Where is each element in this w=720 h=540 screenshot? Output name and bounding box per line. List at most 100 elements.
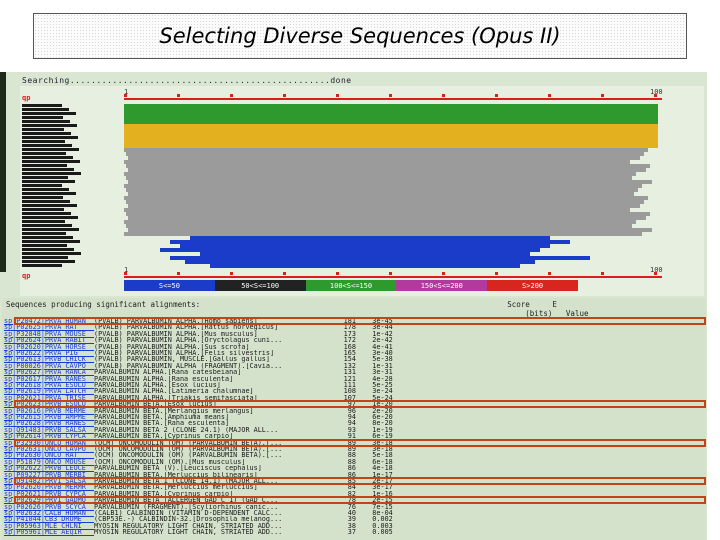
score[interactable]: 108	[331, 388, 356, 396]
hit-bar[interactable]	[124, 195, 648, 200]
hit-bar[interactable]	[124, 219, 636, 224]
hit-sequence-label[interactable]	[22, 240, 80, 243]
accession-link[interactable]: sp|P02630|ONCO_RAT	[4, 452, 95, 460]
score[interactable]: 37	[331, 529, 356, 537]
hit-bar[interactable]	[190, 235, 550, 240]
hit-sequence-label[interactable]	[22, 188, 69, 191]
hit-sequence-label[interactable]	[22, 180, 75, 183]
score[interactable]: 86	[331, 465, 356, 473]
accession-link[interactable]: sp|P02616|PRVB_MERME	[4, 407, 95, 415]
hit-bar[interactable]	[124, 231, 642, 236]
score[interactable]: 165	[331, 350, 356, 357]
hit-sequence-label[interactable]	[22, 208, 64, 211]
hit-sequence-label[interactable]	[22, 160, 80, 163]
score[interactable]: 111	[331, 382, 356, 389]
score[interactable]: 168	[331, 343, 356, 351]
hit-bar[interactable]	[124, 115, 658, 120]
accession-link[interactable]: sp|P02617|PRVA_RANES	[4, 375, 95, 383]
hit-sequence-label[interactable]	[22, 184, 62, 187]
hit-sequence-label[interactable]	[22, 176, 68, 179]
accession-link[interactable]: sp|P32848|PRVA_MOUSE	[4, 330, 95, 338]
score[interactable]: 88	[331, 458, 356, 466]
hit-bar[interactable]	[185, 259, 535, 264]
hit-bar[interactable]	[128, 155, 640, 160]
score[interactable]: 107	[331, 394, 356, 402]
hit-bar[interactable]	[124, 127, 658, 132]
hit-bar[interactable]	[124, 103, 658, 108]
hit-sequence-label[interactable]	[22, 236, 73, 239]
hit-sequence-label[interactable]	[22, 144, 72, 147]
hit-sequence-label[interactable]	[22, 248, 74, 251]
hit-bar[interactable]	[124, 147, 648, 152]
accession-link[interactable]: sp|P02614|PRVB_CYPCA	[4, 433, 95, 441]
score[interactable]: 78	[331, 497, 356, 505]
hit-sequence-label[interactable]	[22, 124, 77, 127]
score[interactable]: 76	[331, 503, 356, 511]
hit-bar[interactable]	[126, 175, 632, 180]
hit-sequence-label[interactable]	[22, 224, 72, 227]
hit-sequence-label[interactable]	[22, 156, 73, 159]
hit-bar[interactable]	[126, 223, 632, 228]
hit-bar[interactable]	[128, 167, 646, 172]
score[interactable]: 154	[331, 356, 356, 364]
score[interactable]: 85	[331, 478, 356, 485]
accession-link[interactable]: sp|P20472|PRVA_HUMAN	[4, 318, 95, 325]
hit-sequence-label[interactable]	[22, 196, 63, 199]
score[interactable]: 93	[331, 426, 356, 434]
hit-sequence-label[interactable]	[22, 212, 71, 215]
hit-sequence-label[interactable]	[22, 252, 81, 255]
accession-link[interactable]: sp|P02632|CALB_HUMAN	[4, 510, 95, 517]
accession-link[interactable]: sp|P02626|PRVB_SCYCA	[4, 503, 95, 511]
hit-sequence-label[interactable]	[22, 172, 81, 175]
score[interactable]: 172	[331, 337, 356, 345]
hit-sequence-label[interactable]	[22, 112, 76, 115]
hit-bar[interactable]	[128, 227, 652, 232]
accession-link[interactable]: sp|Q91483|PRVB_SALSA	[4, 426, 95, 434]
accession-link[interactable]: sp|P02622|PRVB_LEUCE	[4, 465, 95, 473]
score[interactable]: 89	[331, 446, 356, 453]
hit-bar[interactable]	[170, 239, 570, 244]
hit-bar[interactable]	[124, 131, 658, 136]
hit-sequence-label[interactable]	[22, 168, 74, 171]
hit-bar[interactable]	[124, 119, 658, 124]
hit-bar[interactable]	[124, 183, 642, 188]
hit-sequence-label[interactable]	[22, 128, 64, 131]
score[interactable]: 89	[331, 439, 356, 447]
accession-link[interactable]: sp|P02620|PRVA_HORSE	[4, 343, 95, 351]
hit-sequence-label[interactable]	[22, 204, 77, 207]
hit-bar[interactable]	[200, 251, 530, 256]
score[interactable]: 121	[331, 375, 356, 383]
score[interactable]: 39	[331, 516, 356, 524]
hit-bar[interactable]	[124, 171, 636, 176]
accession-link[interactable]: sp|P02619|PRVA_LATCH	[4, 388, 95, 396]
hit-sequence-label[interactable]	[22, 228, 79, 231]
accession-link[interactable]: sp|P02615|PRVB_AMPME	[4, 414, 95, 421]
hit-sequence-label[interactable]	[22, 244, 67, 247]
hit-bar[interactable]	[124, 135, 658, 140]
hit-sequence-label[interactable]	[22, 164, 67, 167]
score[interactable]: 96	[331, 407, 356, 415]
hit-sequence-label[interactable]	[22, 132, 71, 135]
hit-sequence-label[interactable]	[22, 120, 70, 123]
hit-bar[interactable]	[124, 143, 658, 148]
accession-link[interactable]: sp|P32930|ONCO_HUMAN	[4, 439, 95, 447]
hit-sequence-label[interactable]	[22, 256, 68, 259]
hit-bar[interactable]	[128, 215, 646, 220]
accession-link[interactable]: sp|P02623|PRVB_ESOLU	[4, 401, 95, 409]
score[interactable]: 132	[331, 362, 356, 370]
accession-link[interactable]: sp|P02629|PRV1_GADMO	[4, 497, 95, 505]
hit-sequence-label[interactable]	[22, 260, 75, 263]
score[interactable]: 97	[331, 401, 356, 409]
score[interactable]: 173	[331, 330, 356, 338]
accession-link[interactable]: sp|P02631|ONCO_CAVPO	[4, 446, 95, 453]
hit-bar[interactable]	[128, 179, 652, 184]
hit-bar[interactable]	[170, 255, 590, 260]
hit-bar[interactable]	[126, 151, 644, 156]
hit-bar[interactable]	[124, 159, 630, 164]
hit-sequence-label[interactable]	[22, 220, 65, 223]
accession-link[interactable]: sp|P51879|ONCO_MOUSE	[4, 458, 95, 466]
hit-bar[interactable]	[210, 263, 520, 268]
accession-link[interactable]: sp|P02624|PRVA_RABIT	[4, 337, 95, 345]
score[interactable]: 84	[331, 484, 356, 492]
hit-sequence-label[interactable]	[22, 108, 69, 111]
